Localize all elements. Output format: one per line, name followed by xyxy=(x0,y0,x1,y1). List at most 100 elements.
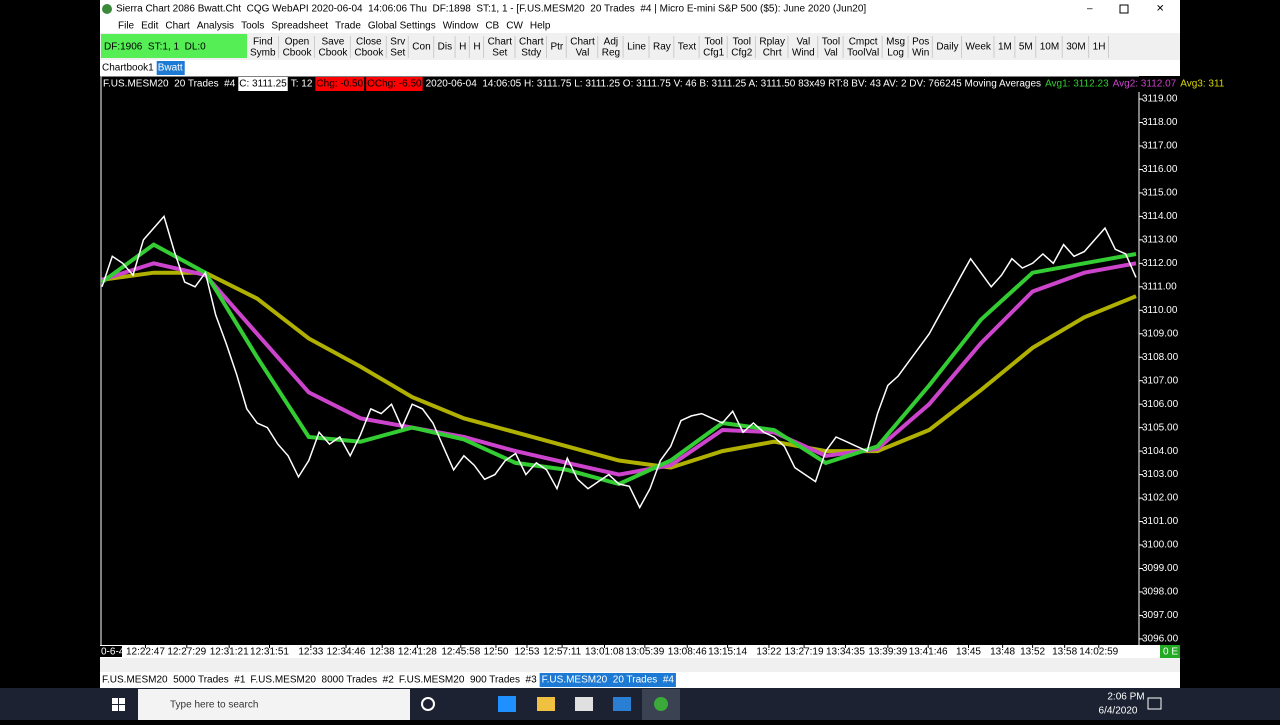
chartbook-tab[interactable]: Chartbook1 xyxy=(102,63,154,74)
toolbar-button[interactable]: Tool xyxy=(822,37,840,48)
explorer-icon[interactable] xyxy=(537,697,555,711)
menu-item[interactable]: Trade xyxy=(335,21,361,32)
menu-item[interactable]: Edit xyxy=(141,21,158,32)
toolbar-button[interactable]: Win xyxy=(912,48,929,59)
toolbar-button[interactable]: Cfg2 xyxy=(731,48,753,59)
axis-start-label: 0-6-4 xyxy=(101,647,125,658)
toolbar-button[interactable]: Chrt xyxy=(763,48,782,59)
menu-item[interactable]: File xyxy=(118,21,135,32)
chart-tab[interactable]: F.US.MESM20 8000 Trades #2 xyxy=(250,675,394,686)
toolbar-button[interactable]: Ptr xyxy=(550,42,563,53)
toolbar-button[interactable]: Daily xyxy=(936,42,958,53)
toolbar-button[interactable]: Cbook xyxy=(283,48,313,59)
mail-icon[interactable] xyxy=(613,697,631,711)
start-icon[interactable] xyxy=(112,698,118,704)
menu-item[interactable]: CB xyxy=(485,21,499,32)
toolbar-button[interactable]: Wind xyxy=(792,48,815,59)
toolbar-button[interactable]: Srv xyxy=(390,37,405,48)
toolbar-button[interactable]: Cbook xyxy=(354,48,384,59)
menu-item[interactable]: Global Settings xyxy=(368,21,436,32)
toolbar-button[interactable]: Set xyxy=(390,48,405,59)
start-icon[interactable] xyxy=(112,705,118,711)
y-tick-label: 3107.00 xyxy=(1142,375,1179,386)
sierra-icon[interactable] xyxy=(654,697,668,711)
toolbar-button[interactable]: Chart xyxy=(570,37,595,48)
start-icon[interactable] xyxy=(119,705,125,711)
toolbar-button[interactable]: Chart xyxy=(519,37,544,48)
toolbar-button[interactable]: Line xyxy=(627,42,646,53)
toolbar-button[interactable]: 5M xyxy=(1019,42,1033,53)
y-tick-label: 3100.00 xyxy=(1142,540,1179,551)
chart-tab[interactable]: F.US.MESM20 5000 Trades #1 xyxy=(102,675,246,686)
toolbar-button[interactable]: Con xyxy=(412,42,430,53)
menu-item[interactable]: Spreadsheet xyxy=(271,21,328,32)
toolbar-button[interactable]: Close xyxy=(356,37,382,48)
x-tick-label: 13:05:39 xyxy=(625,647,664,658)
toolbar-button[interactable]: Tool xyxy=(733,37,751,48)
toolbar-button[interactable]: ToolVal xyxy=(847,48,879,59)
header-item: Avg1: 3112.23 xyxy=(1045,79,1109,90)
close[interactable]: ✕ xyxy=(1156,4,1164,15)
toolbar-button[interactable]: Tool xyxy=(705,37,723,48)
chart-tab[interactable]: F.US.MESM20 20 Trades #4 xyxy=(542,675,675,686)
toolbar-button[interactable]: 1M xyxy=(998,42,1012,53)
chartbook-bar xyxy=(100,60,1180,76)
menu-item[interactable]: CW xyxy=(506,21,523,32)
toolbar-button[interactable]: Adj xyxy=(604,37,618,48)
toolbar-button[interactable]: Week xyxy=(966,42,992,53)
toolbar-button[interactable]: Msg xyxy=(886,37,905,48)
status-label: 0 E xyxy=(1163,647,1178,658)
x-tick-label: 13:27:19 xyxy=(785,647,824,658)
toolbar-button[interactable]: Cmpct xyxy=(849,37,878,48)
x-tick-label: 13:08:46 xyxy=(668,647,707,658)
minimize[interactable]: – xyxy=(1087,4,1093,15)
toolbar-button[interactable]: Ray xyxy=(653,42,671,53)
edge-icon[interactable] xyxy=(498,696,516,712)
x-tick-label: 12:45:58 xyxy=(441,647,480,658)
chartbook-tab[interactable]: Bwatt xyxy=(158,63,183,74)
toolbar-button[interactable]: Cfg1 xyxy=(703,48,725,59)
toolbar-button[interactable]: Symb xyxy=(250,48,276,59)
menu-item[interactable]: Chart xyxy=(165,21,190,32)
toolbar-button[interactable]: Val xyxy=(576,48,590,59)
x-tick-label: 13:34:35 xyxy=(826,647,865,658)
chart-tab[interactable]: F.US.MESM20 900 Trades #3 xyxy=(399,675,537,686)
toolbar-button[interactable]: Val xyxy=(796,37,810,48)
cortana-icon[interactable] xyxy=(421,697,435,711)
start-icon[interactable] xyxy=(119,698,125,704)
search-text[interactable]: Type here to search xyxy=(170,700,258,711)
search-box[interactable] xyxy=(138,689,410,720)
menu-item[interactable]: Tools xyxy=(241,21,264,32)
toolbar-button[interactable]: 1H xyxy=(1093,42,1106,53)
toolbar-button[interactable]: 30M xyxy=(1066,42,1085,53)
y-tick-label: 3114.00 xyxy=(1142,211,1178,222)
toolbar-button[interactable]: 10M xyxy=(1040,42,1059,53)
menu-item[interactable]: Help xyxy=(530,21,551,32)
y-tick-label: 3102.00 xyxy=(1142,493,1179,504)
status-badge xyxy=(1160,645,1180,658)
toolbar-button[interactable]: Set xyxy=(492,48,507,59)
menu-item[interactable]: Analysis xyxy=(197,21,234,32)
toolbar-button[interactable]: Cbook xyxy=(318,48,348,59)
toolbar-button[interactable]: Log xyxy=(887,48,904,59)
toolbar-button[interactable]: Chart xyxy=(488,37,513,48)
toolbar-button[interactable]: Rplay xyxy=(759,37,785,48)
toolbar-button[interactable]: Stdy xyxy=(521,48,541,59)
store-icon[interactable] xyxy=(575,697,593,711)
toolbar-button[interactable]: Dis xyxy=(438,42,452,53)
toolbar-button[interactable]: Find xyxy=(253,37,272,48)
notifications[interactable] xyxy=(1147,697,1162,710)
toolbar-button[interactable]: Reg xyxy=(602,48,620,59)
toolbar-button[interactable]: Save xyxy=(322,37,345,48)
menu-item[interactable]: Window xyxy=(443,21,479,32)
status-text: DF:1906 ST:1, 1 DL:0 xyxy=(104,42,206,53)
toolbar-button[interactable]: Open xyxy=(285,37,309,48)
toolbar-button[interactable]: H xyxy=(473,42,480,53)
toolbar-button[interactable]: Val xyxy=(824,48,838,59)
restore[interactable] xyxy=(1119,4,1129,14)
toolbar-button[interactable]: Text xyxy=(678,42,697,53)
scrollbar[interactable] xyxy=(100,658,1180,672)
toolbar-button[interactable]: H xyxy=(459,42,466,53)
toolbar-button[interactable]: Pos xyxy=(912,37,929,48)
